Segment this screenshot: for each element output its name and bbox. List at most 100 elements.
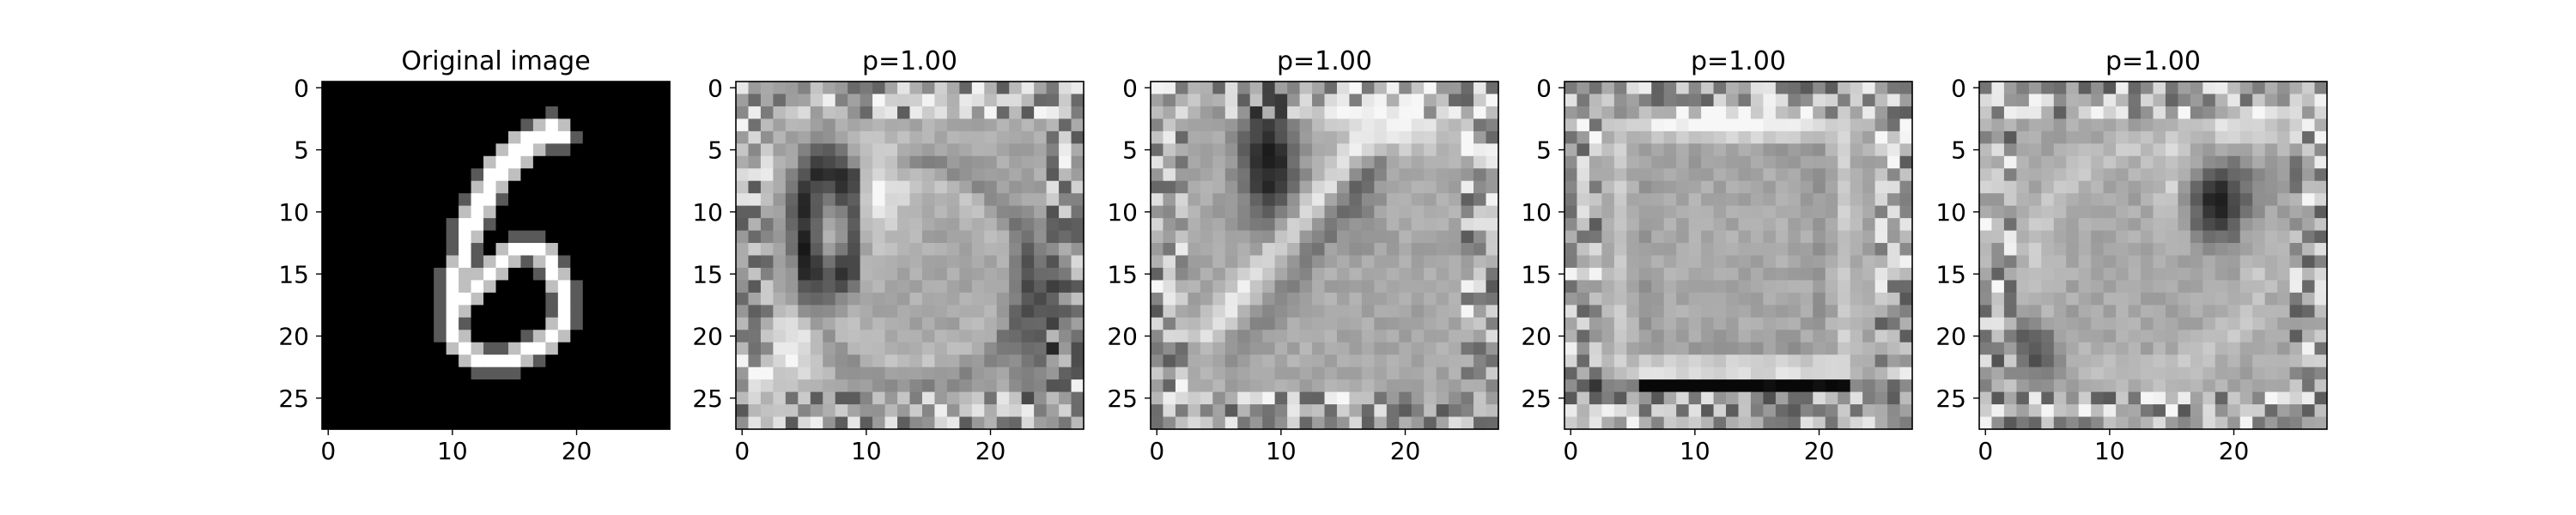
image-pixel	[1188, 168, 1200, 181]
image-pixel	[910, 268, 923, 281]
image-pixel	[1009, 342, 1022, 355]
image-pixel	[1399, 143, 1412, 156]
image-pixel	[1237, 206, 1250, 219]
image-pixel	[2277, 342, 2290, 355]
image-pixel	[2166, 318, 2178, 330]
image-pixel	[1461, 305, 1474, 318]
image-pixel	[1300, 94, 1313, 106]
image-pixel	[1726, 94, 1739, 106]
image-pixel	[384, 181, 397, 194]
image-pixel	[1763, 318, 1776, 330]
image-pixel	[2227, 330, 2240, 342]
image-pixel	[1801, 293, 1814, 306]
image-pixel	[1022, 268, 1035, 281]
image-pixel	[545, 392, 558, 405]
image-pixel	[1200, 131, 1213, 144]
image-pixel	[835, 231, 848, 244]
image-pixel	[1664, 193, 1677, 206]
image-pixel	[1325, 143, 1338, 156]
image-pixel	[1325, 106, 1338, 119]
image-pixel	[1589, 243, 1602, 256]
image-pixel	[1676, 131, 1689, 144]
image-pixel	[773, 268, 786, 281]
image-pixel	[1300, 305, 1313, 318]
image-pixel	[520, 193, 533, 206]
image-pixel	[848, 118, 860, 131]
image-pixel	[2091, 417, 2104, 430]
image-pixel	[823, 318, 835, 330]
image-pixel	[372, 330, 385, 342]
image-pixel	[2290, 354, 2303, 367]
image-pixel	[1449, 94, 1461, 106]
image-pixel	[1850, 206, 1863, 219]
image-pixel	[1577, 256, 1589, 269]
image-pixel	[483, 330, 496, 342]
image-pixel	[1473, 218, 1486, 231]
image-pixel	[533, 181, 546, 194]
image-pixel	[2190, 118, 2203, 131]
image-pixel	[1072, 82, 1084, 94]
image-pixel	[1651, 268, 1664, 281]
image-pixel	[1486, 318, 1499, 330]
image-pixel	[1212, 118, 1225, 131]
image-pixel	[1486, 193, 1499, 206]
image-pixel	[2054, 143, 2067, 156]
image-pixel	[1200, 106, 1213, 119]
image-pixel	[1664, 404, 1677, 417]
image-pixel	[2302, 354, 2315, 367]
image-pixel	[1275, 268, 1288, 281]
image-pixel	[1900, 305, 1913, 318]
image-pixel	[1449, 193, 1461, 206]
image-pixel	[910, 243, 923, 256]
image-pixel	[1589, 330, 1602, 342]
image-pixel	[583, 131, 596, 144]
image-pixel	[1763, 106, 1776, 119]
image-pixel	[1349, 305, 1362, 318]
image-pixel	[570, 280, 583, 293]
image-pixel	[620, 280, 633, 293]
image-pixel	[558, 342, 571, 355]
image-pixel	[1486, 293, 1499, 306]
image-pixel	[1601, 293, 1614, 306]
image-pixel	[1237, 181, 1250, 194]
y-tick-label: 10	[278, 198, 309, 227]
image-pixel	[1979, 181, 1992, 194]
image-pixel	[2302, 118, 2315, 131]
image-pixel	[1813, 206, 1826, 219]
image-pixel	[1163, 268, 1176, 281]
image-pixel	[1300, 280, 1313, 293]
image-pixel	[533, 280, 546, 293]
image-pixel	[409, 181, 422, 194]
image-pixel	[2004, 206, 2017, 219]
image-pixel	[1387, 404, 1400, 417]
image-pixel	[798, 293, 811, 306]
image-pixel	[2041, 293, 2054, 306]
image-pixel	[736, 404, 749, 417]
image-pixel	[947, 231, 960, 244]
image-pixel	[508, 280, 521, 293]
image-pixel	[860, 118, 873, 131]
image-pixel	[1862, 231, 1875, 244]
image-pixel	[736, 94, 749, 106]
image-pixel	[608, 280, 621, 293]
image-pixel	[1412, 82, 1425, 94]
image-pixel	[1151, 231, 1163, 244]
image-pixel	[798, 392, 811, 405]
image-pixel	[471, 404, 484, 417]
image-pixel	[1788, 206, 1801, 219]
image-pixel	[2104, 106, 2117, 119]
image-pixel	[2252, 417, 2265, 430]
image-pixel	[570, 181, 583, 194]
image-pixel	[1072, 118, 1084, 131]
image-pixel	[1047, 218, 1060, 231]
image-pixel	[2091, 106, 2104, 119]
image-pixel	[1813, 243, 1826, 256]
image-pixel	[2202, 156, 2215, 169]
image-pixel	[1887, 367, 1900, 380]
image-pixel	[2016, 131, 2029, 144]
image-pixel	[595, 379, 608, 392]
image-pixel	[2302, 131, 2315, 144]
image-pixel	[786, 106, 799, 119]
image-pixel	[359, 256, 372, 269]
